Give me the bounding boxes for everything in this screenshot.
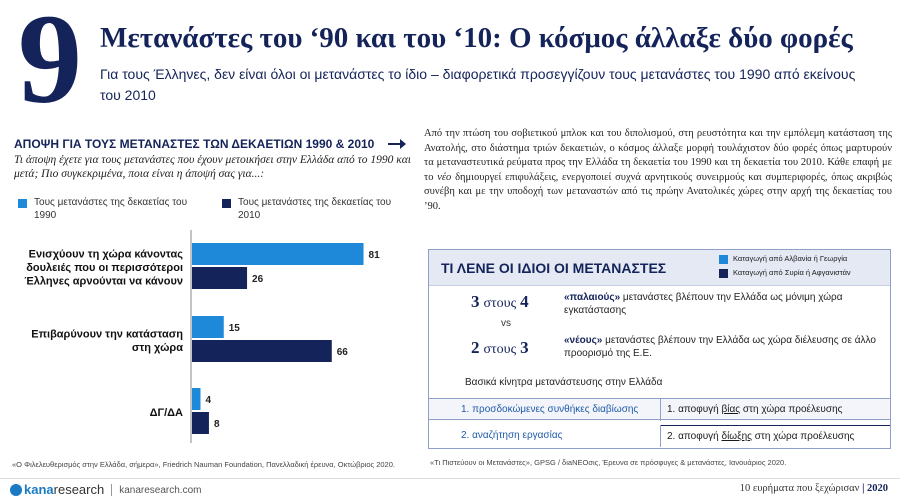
bar-2010-2 — [192, 412, 209, 434]
stat-old-text: μετανάστες βλέπουν την Ελλάδα ως μόνιμη … — [564, 292, 843, 316]
box-header: ΤΙ ΛΕΝΕ ΟΙ ΙΔΙΟΙ ΟΙ ΜΕΤΑΝΑΣΤΕΣ Καταγωγή … — [429, 250, 890, 286]
bar-value-label: 4 — [205, 395, 211, 406]
motive-old-2: 2. αναζήτηση εργασίας — [455, 425, 661, 447]
chart-question: Τι άποψη έχετε για τους μετανάστες που έ… — [14, 154, 411, 180]
legend-swatch-1990 — [18, 199, 27, 208]
footer-url: kanaresearch.com — [119, 484, 202, 496]
category-label: Επιβαρύνουν την κατάσταση — [31, 328, 183, 340]
motive-new-1-key: βίας — [721, 404, 741, 415]
box-title: ΤΙ ΛΕΝΕ ΟΙ ΙΔΙΟΙ ΟΙ ΜΕΤΑΝΑΣΤΕΣ — [441, 260, 667, 276]
footer-series-label: 10 ευρήματα που ξεχώρισαν | 2020 — [740, 483, 888, 494]
stat-new-text: μετανάστες βλέπουν την Ελλάδα ως χώρα δι… — [564, 335, 876, 359]
box-source: «Τι Πιστεύουν οι Μετανάστες», GPSG / διa… — [430, 458, 787, 467]
category-label: στη χώρα — [132, 342, 183, 354]
footer-divider — [0, 478, 900, 479]
chart-source: «Ο Φιλελευθερισμός στην Ελλάδα, σήμερα»,… — [12, 460, 395, 469]
bar-value-label: 15 — [229, 323, 241, 334]
body-text-part-2: δημιουργεί επιφυλάξεις, ενεργοποιεί συχν… — [424, 171, 892, 212]
bar-1990-2 — [192, 388, 201, 410]
motive-new-1-post: στη χώρα προέλευσης — [740, 404, 843, 415]
box-legend-label-1: Καταγωγή από Αλβανία ή Γεωργία — [733, 254, 848, 263]
box-legend-swatch-2 — [719, 268, 728, 278]
motive-new-2-key: δίωξης — [721, 431, 752, 442]
box-legend-swatch-1 — [719, 254, 728, 264]
bar-value-label: 26 — [252, 274, 264, 285]
motive-new-2-pre: 2. αποφυγή — [667, 431, 722, 442]
fraction-2-den: 3 — [520, 338, 529, 357]
migrants-box: ΤΙ ΛΕΝΕ ΟΙ ΙΔΙΟΙ ΟΙ ΜΕΤΑΝΑΣΤΕΣ Καταγωγή … — [428, 249, 891, 449]
legend-item-2010: Τους μετανάστες της δεκαετίας του 2010 — [222, 196, 407, 222]
bar-2010-0 — [192, 267, 248, 289]
chart-title: ΑΠΟΨΗ ΓΙΑ ΤΟΥΣ ΜΕΤΑΝΑΣΤΕΣ ΤΩΝ ΔΕΚΑΕΤΙΩΝ … — [14, 137, 375, 151]
box-legend-item-1: Καταγωγή από Αλβανία ή Γεωργία — [719, 254, 847, 264]
stat-new-migrants: «νέους» μετανάστες βλέπουν την Ελλάδα ως… — [564, 335, 884, 360]
page-subtitle: Για τους Έλληνες, δεν είναι όλοι οι μετα… — [100, 66, 856, 103]
logo-kana: kana — [24, 482, 54, 497]
kana-research-logo: kanaresearch kanaresearch.com — [10, 482, 201, 498]
arrow-right-icon — [388, 139, 406, 149]
fraction-3-of-4: 3 στους 4 — [471, 292, 529, 312]
box-legend-item-2: Καταγωγή από Συρία ή Αφγανιστάν — [719, 268, 851, 278]
legend-item-1990: Τους μετανάστες της δεκαετίας του 1990 — [18, 196, 203, 222]
footer-sep: | — [862, 483, 865, 494]
bar-2010-1 — [192, 340, 332, 362]
legend-label-2010: Τους μετανάστες της δεκαετίας του 2010 — [238, 197, 392, 221]
legend-swatch-2010 — [222, 199, 231, 208]
stat-old-term: «παλαιούς» — [564, 292, 621, 303]
motive-row: 1. προσδοκώμενες συνθήκες διαβίωσης 1. α… — [429, 398, 890, 421]
bar-1990-0 — [192, 243, 364, 265]
legend-label-1990: Τους μετανάστες της δεκαετίας του 1990 — [34, 197, 188, 221]
body-paragraph: Από την πτώση του σοβιετικού μπλοκ και τ… — [424, 127, 892, 214]
motive-old-1: 1. προσδοκώμενες συνθήκες διαβίωσης — [455, 399, 661, 421]
body-text-emphasis: νέο — [437, 171, 452, 183]
section-number: 9 — [18, 0, 82, 130]
fraction-2-word: στους — [483, 342, 517, 357]
fraction-2-of-3: 2 στους 3 — [471, 338, 529, 358]
motive-new-1: 1. αποφυγή βίας στη χώρα προέλευσης — [661, 399, 890, 421]
bar-value-label: 66 — [337, 347, 349, 358]
box-legend-label-2: Καταγωγή από Συρία ή Αφγανιστάν — [733, 268, 851, 277]
logo-text: kanaresearch — [24, 482, 104, 498]
logo-separator — [111, 484, 113, 496]
footer-series-text: 10 ευρήματα που ξεχώρισαν — [739, 483, 860, 494]
category-label: Ενισχύουν τη χώρα κάνοντας — [29, 249, 184, 261]
logo-research: research — [53, 482, 105, 497]
category-label: ΔΓ/ΔΑ — [150, 407, 183, 419]
fraction-1-word: στους — [483, 296, 517, 311]
footer-year: 2020 — [867, 483, 888, 494]
fraction-1-den: 4 — [520, 292, 529, 311]
category-label: Έλληνες αρνούνται να κάνουν — [24, 276, 183, 288]
bar-value-label: 81 — [369, 250, 381, 261]
fraction-2-num: 2 — [471, 338, 480, 357]
motive-row: 2. αναζήτηση εργασίας 2. αποφυγή δίωξης … — [429, 425, 890, 447]
stat-old-migrants: «παλαιούς» μετανάστες βλέπουν την Ελλάδα… — [564, 292, 884, 317]
stat-new-term: «νέους» — [564, 335, 603, 346]
category-label: δουλειές που οι περισσότεροι — [26, 262, 183, 274]
logo-dot-icon — [10, 484, 22, 496]
body-text-part-1: Από την πτώση του σοβιετικού μπλοκ και τ… — [424, 128, 892, 183]
motive-new-2-post: στη χώρα προέλευσης — [751, 431, 855, 442]
bar-1990-1 — [192, 316, 224, 338]
fraction-1-num: 3 — [471, 292, 480, 311]
motive-new-1-pre: 1. αποφυγή — [667, 404, 722, 415]
versus-label: vs — [501, 318, 511, 329]
bar-value-label: 8 — [214, 419, 220, 430]
page-title: Μετανάστες του ‘90 και του ‘10: Ο κόσμος… — [100, 22, 853, 54]
motive-new-2: 2. αποφυγή δίωξης στη χώρα προέλευσης — [661, 425, 890, 447]
motives-title: Βασικά κίνητρα μετανάστευσης στην Ελλάδα — [465, 377, 663, 388]
